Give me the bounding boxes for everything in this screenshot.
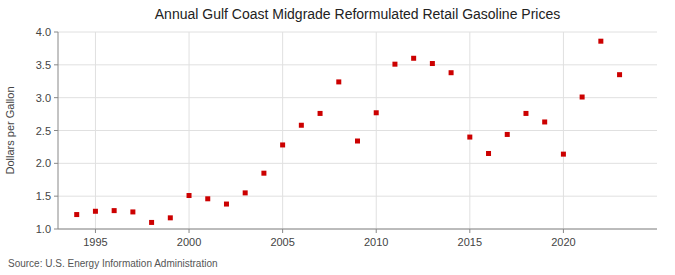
grid (58, 32, 657, 229)
tick-mark (376, 229, 377, 233)
grid-line (376, 32, 377, 229)
x-axis-line (58, 229, 657, 230)
grid-line (58, 163, 657, 164)
point (243, 190, 248, 195)
point (374, 110, 379, 115)
point (187, 193, 192, 198)
tick-label: 2.5 (36, 125, 51, 137)
point (486, 151, 491, 156)
tick-label: 3.5 (36, 59, 51, 71)
point (542, 119, 547, 124)
tick-mark (54, 97, 58, 98)
tick-label: 2015 (458, 236, 482, 248)
point (74, 212, 79, 217)
point (299, 123, 304, 128)
grid-line (563, 32, 564, 229)
tick-label: 4.0 (36, 26, 51, 38)
point (411, 56, 416, 61)
tick-mark (189, 229, 190, 233)
point (505, 132, 510, 137)
tick-label: 2020 (551, 236, 575, 248)
tick-mark (54, 32, 58, 33)
point (467, 135, 472, 140)
point (523, 111, 528, 116)
tick-mark (282, 229, 283, 233)
point (318, 111, 323, 116)
grid-line (58, 229, 657, 230)
tick-label: 1995 (83, 236, 107, 248)
axes: 1.0 1.5 2.0 2.5 3.0 3.5 4.0 1995 2000 2005 2010 201… (36, 26, 657, 248)
tick-label: 2000 (177, 236, 201, 248)
point (130, 209, 135, 214)
point (168, 215, 173, 220)
tick-label: 1.0 (36, 223, 51, 235)
point (598, 39, 603, 44)
tick-mark (469, 229, 470, 233)
tick-mark (54, 130, 58, 131)
points (74, 39, 622, 225)
point (93, 209, 98, 214)
tick-label: 3.0 (36, 92, 51, 104)
grid-line (58, 64, 657, 65)
grid-line (58, 32, 657, 33)
tick-label: 1.5 (36, 190, 51, 202)
y-axis-line (58, 32, 59, 229)
grid-line (58, 130, 657, 131)
point (149, 220, 154, 225)
grid-line (58, 196, 657, 197)
point (205, 196, 210, 201)
point (617, 72, 622, 77)
grid-line (282, 32, 283, 229)
point (280, 142, 285, 147)
tick-mark (54, 64, 58, 65)
tick-mark (95, 229, 96, 233)
point (224, 202, 229, 207)
tick-mark (54, 163, 58, 164)
point (355, 139, 360, 144)
tick-mark (563, 229, 564, 233)
tick-label: 2010 (364, 236, 388, 248)
grid-line (469, 32, 470, 229)
point (112, 208, 117, 213)
tick-mark (54, 196, 58, 197)
point (392, 62, 397, 67)
point (580, 95, 585, 100)
point (336, 79, 341, 84)
tick-label: 2005 (270, 236, 294, 248)
tick-mark (54, 229, 58, 230)
grid-line (189, 32, 190, 229)
y-axis-label: Dollars per Gallon (4, 86, 16, 174)
grid-line (95, 32, 96, 229)
point (561, 152, 566, 157)
point (449, 70, 454, 75)
grid-line (58, 97, 657, 98)
annotation: Source: U.S. Energy Information Administ… (8, 258, 218, 269)
title: Annual Gulf Coast Midgrade Reformulated … (155, 6, 560, 22)
tick-label: 2.0 (36, 157, 51, 169)
chart: 1.0 1.5 2.0 2.5 3.0 3.5 4.0 1995 2000 2005 2010 201… (0, 0, 675, 275)
point (261, 171, 266, 176)
point (430, 61, 435, 66)
